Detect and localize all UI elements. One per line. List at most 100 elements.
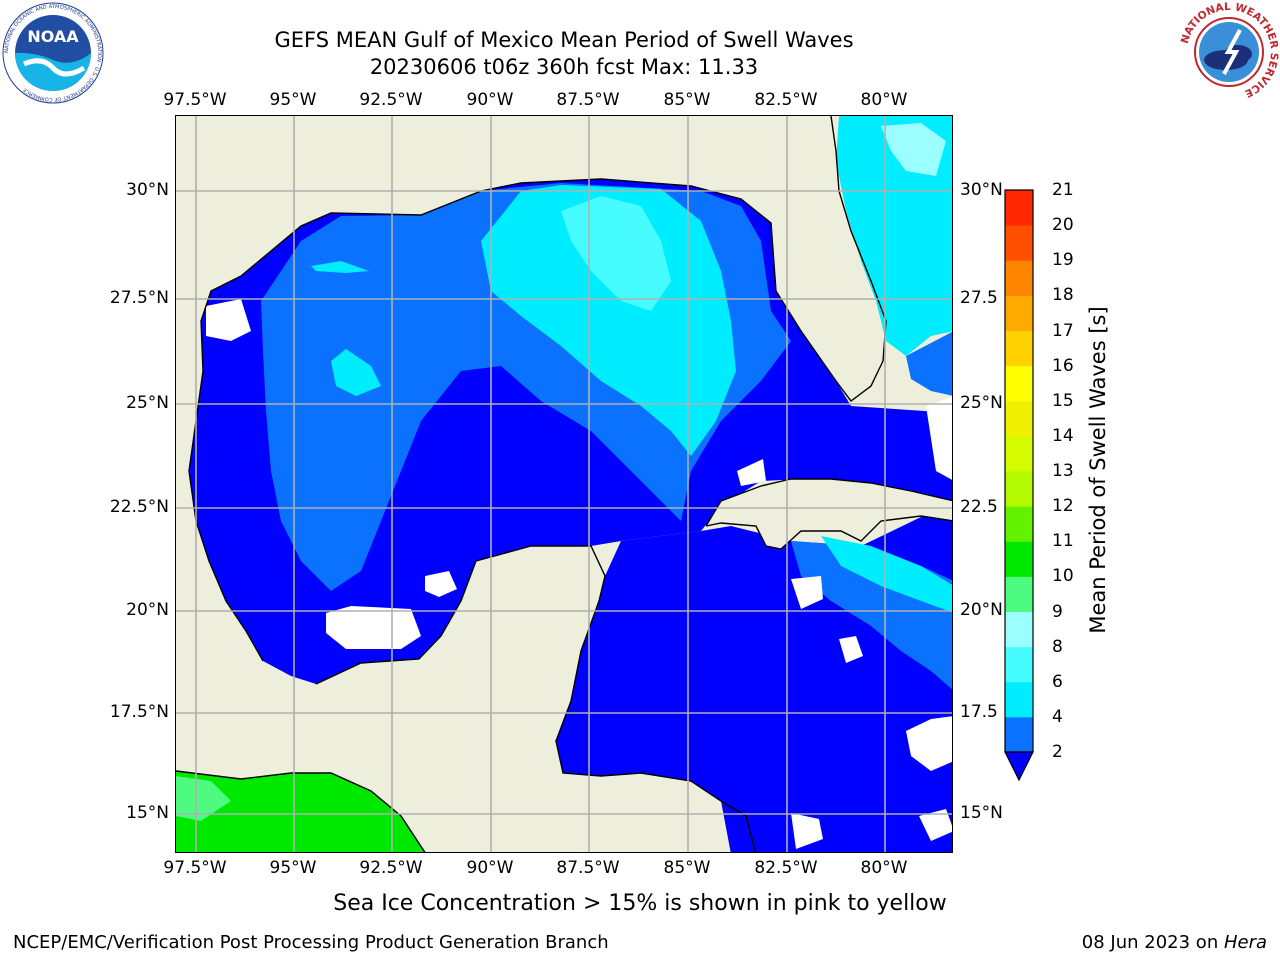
colorbar-tick-label: 10	[1052, 566, 1074, 587]
colorbar-tick-label: 2	[1052, 742, 1063, 762]
colorbar-band	[1005, 225, 1033, 261]
colorbar-band	[1005, 295, 1033, 331]
nodata-area	[919, 809, 952, 841]
caribbean-ocean-cyan	[821, 536, 952, 613]
lat-tick-right: 22.5	[960, 497, 998, 517]
coastline-cuba	[705, 478, 952, 550]
gulf-ocean-cyan-patch	[331, 349, 381, 396]
colorbar-band	[1005, 471, 1033, 507]
gulf-ocean-cyan	[481, 185, 736, 456]
swell-period-map	[176, 116, 952, 852]
nodata-area	[737, 459, 766, 486]
colorbar-band	[1005, 260, 1033, 296]
colorbar-tick-label: 11	[1052, 531, 1074, 552]
lon-tick-bottom: 95°W	[269, 858, 317, 878]
lat-tick-right: 25°N	[960, 393, 1003, 413]
lat-tick-left: 30°N	[126, 180, 169, 200]
lon-tick-bottom: 92.5°W	[359, 858, 423, 878]
colorbar-band	[1005, 716, 1033, 753]
colorbar-tick-label: 14	[1052, 425, 1074, 446]
colorbar-tick-label: 17	[1052, 320, 1074, 341]
colorbar	[1003, 188, 1035, 788]
lat-tick-right: 27.5	[960, 288, 998, 308]
cuba-land	[706, 479, 952, 549]
colorbar-band	[1005, 506, 1033, 542]
lat-tick-right: 30°N	[960, 180, 1003, 200]
lon-tick-top: 92.5°W	[359, 90, 423, 110]
colorbar-band	[1005, 435, 1033, 472]
colorbar-tick-label: 13	[1052, 461, 1074, 481]
colorbar-band	[1005, 330, 1033, 367]
nodata-area	[906, 716, 952, 771]
lon-tick-bottom: 90°W	[466, 858, 514, 878]
lat-tick-left: 17.5°N	[109, 702, 169, 722]
colorbar-tick-label: 6	[1052, 671, 1063, 692]
colorbar-band	[1005, 365, 1033, 402]
lon-tick-bottom: 85°W	[663, 858, 711, 878]
lat-tick-left: 22.5°N	[109, 497, 169, 517]
lon-tick-top: 82.5°W	[754, 90, 818, 110]
noaa-logo: NOAA NATIONAL OCEANIC AND ATMOSPHERIC AD…	[2, 2, 104, 104]
colorbar-tick-label: 8	[1052, 636, 1063, 657]
nodata-area	[926, 396, 952, 480]
pacific-ocean-lightgreen	[176, 776, 231, 821]
colorbar-tick-label: 4	[1052, 706, 1063, 727]
lat-tick-left: 15°N	[126, 803, 169, 823]
lat-tick-left: 20°N	[126, 600, 169, 620]
footer-date-text: 08 Jun 2023 on	[1081, 932, 1224, 953]
lat-tick-left: 27.5°N	[109, 288, 169, 308]
map-gridlines	[176, 116, 952, 852]
colorbar-tick-label: 12	[1052, 496, 1074, 517]
nodata-area	[791, 576, 823, 609]
plot-subtitle: 20230606 t06z 360h fcst Max: 11.33	[369, 55, 759, 79]
svg-text:NOAA: NOAA	[27, 27, 79, 46]
footer-credit: NCEP/EMC/Verification Post Processing Pr…	[13, 932, 609, 953]
colorbar-band	[1005, 611, 1033, 648]
nodata-area	[425, 571, 457, 597]
lon-tick-top: 95°W	[269, 90, 317, 110]
lon-tick-top: 87.5°W	[556, 90, 620, 110]
sea-ice-caption: Sea Ice Concentration > 15% is shown in …	[333, 891, 947, 916]
lat-tick-right: 20°N	[960, 600, 1003, 620]
gulf-ocean-cyan-patch	[311, 261, 369, 273]
colorbar-tick-label: 19	[1052, 250, 1074, 271]
atlantic-ocean-mid	[906, 332, 952, 396]
nodata-area	[326, 606, 421, 649]
atlantic-ocean-cyan	[836, 116, 952, 356]
colorbar-tick-label: 18	[1052, 285, 1074, 306]
lon-tick-top: 80°W	[860, 90, 908, 110]
nws-logo: NATIONAL WEATHER SERVICE	[1178, 1, 1280, 102]
lon-tick-bottom: 87.5°W	[556, 858, 620, 878]
plot-title: GEFS MEAN Gulf of Mexico Mean Period of …	[274, 28, 854, 52]
nodata-area	[791, 813, 823, 849]
colorbar-band	[1005, 681, 1033, 718]
footer-host: Hera	[1223, 932, 1267, 953]
atlantic-ocean-pale	[881, 123, 946, 176]
colorbar-band	[1005, 646, 1033, 683]
colorbar-band	[1005, 400, 1033, 437]
colorbar-tick-label: 20	[1052, 215, 1074, 236]
colorbar-extend-triangle	[1004, 751, 1034, 782]
colorbar-title: Mean Period of Swell Waves [s]	[1086, 306, 1110, 634]
colorbar-band	[1005, 541, 1033, 577]
colorbar-scale	[1004, 189, 1034, 782]
footer-date: 08 Jun 2023 on Hera	[1082, 932, 1267, 954]
colorbar-frame	[1004, 189, 1034, 753]
colorbar-band	[1005, 576, 1033, 612]
colorbar-tick-label: 9	[1052, 601, 1063, 622]
colorbar-tick-label: 21	[1052, 180, 1074, 200]
lon-tick-top: 85°W	[663, 90, 711, 110]
coastline-yucatan	[315, 545, 757, 852]
nodata-area	[206, 299, 251, 341]
colorbar-band	[1005, 190, 1033, 226]
lon-tick-top: 90°W	[466, 90, 514, 110]
lon-tick-bottom: 82.5°W	[754, 858, 818, 878]
colorbar-tick-label: 15	[1052, 390, 1074, 411]
lat-tick-left: 25°N	[126, 393, 169, 413]
colorbar-tick-label: 16	[1052, 355, 1074, 376]
nodata-area	[839, 636, 863, 663]
map-panel	[175, 115, 953, 853]
lat-tick-right: 17.5	[960, 702, 998, 722]
lon-tick-top: 97.5°W	[163, 90, 227, 110]
lat-tick-right: 15°N	[960, 803, 1003, 823]
